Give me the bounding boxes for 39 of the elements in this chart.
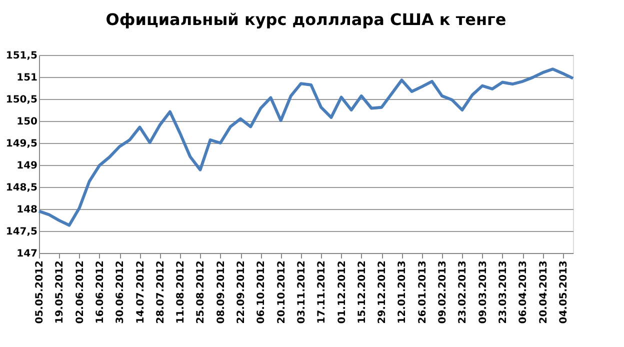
x-tick-label: 17.11.2012 bbox=[316, 260, 328, 324]
x-tick-label: 09.03.2013 bbox=[478, 260, 489, 324]
y-tick-label: 151,5 bbox=[6, 50, 38, 62]
x-tick-label: 12.01.2013 bbox=[397, 260, 408, 324]
y-tick-label: 149,5 bbox=[6, 138, 38, 150]
x-tick-label: 03.11.2012 bbox=[296, 260, 308, 324]
x-tick-label: 11.08.2012 bbox=[176, 260, 187, 324]
x-tick-label: 16.06.2012 bbox=[94, 260, 106, 324]
y-tick-label: 148,5 bbox=[6, 182, 38, 194]
x-tick-label: 26.01.2013 bbox=[417, 260, 428, 324]
chart-title: Официальный курс долллара США к тенге bbox=[106, 10, 506, 29]
x-tick-label: 04.05.2013 bbox=[558, 260, 570, 324]
line-series bbox=[38, 68, 574, 227]
x-tick-label: 05.05.2012 bbox=[34, 260, 46, 324]
y-tick-label: 147,5 bbox=[6, 226, 38, 238]
x-tick-label: 28.07.2012 bbox=[155, 260, 166, 324]
x-tick-label: 02.06.2012 bbox=[74, 260, 86, 324]
x-tick-label: 06.10.2012 bbox=[256, 260, 268, 324]
y-tick-label: 149 bbox=[16, 160, 38, 172]
y-tick-label: 151 bbox=[16, 72, 38, 84]
y-tick-label: 150,5 bbox=[6, 94, 38, 106]
x-tick-label: 20.04.2013 bbox=[538, 260, 550, 324]
x-tick-label: 09.02.2013 bbox=[438, 260, 449, 324]
y-tick-label: 150 bbox=[16, 116, 38, 128]
x-tick-label: 20.10.2012 bbox=[276, 260, 288, 324]
x-tick-label: 23.03.2013 bbox=[498, 260, 509, 324]
x-tick-label: 14.07.2012 bbox=[135, 260, 146, 324]
x-tick-label: 15.12.2012 bbox=[356, 260, 368, 324]
y-tick-label: 148 bbox=[16, 204, 38, 216]
x-tick-label: 22.09.2012 bbox=[236, 260, 248, 324]
x-tick-label: 01.12.2012 bbox=[336, 260, 348, 324]
x-tick-label: 06.04.2013 bbox=[518, 260, 530, 324]
x-tick-label: 08.09.2012 bbox=[216, 260, 227, 324]
x-tick-label: 19.05.2012 bbox=[54, 260, 66, 324]
x-tick-label: 25.08.2012 bbox=[196, 260, 207, 324]
y-tick-label: 147 bbox=[16, 248, 38, 260]
x-tick-label: 23.02.2013 bbox=[458, 260, 469, 324]
x-tick-label: 30.06.2012 bbox=[115, 260, 126, 324]
x-tick-label: 29.12.2012 bbox=[377, 260, 388, 324]
